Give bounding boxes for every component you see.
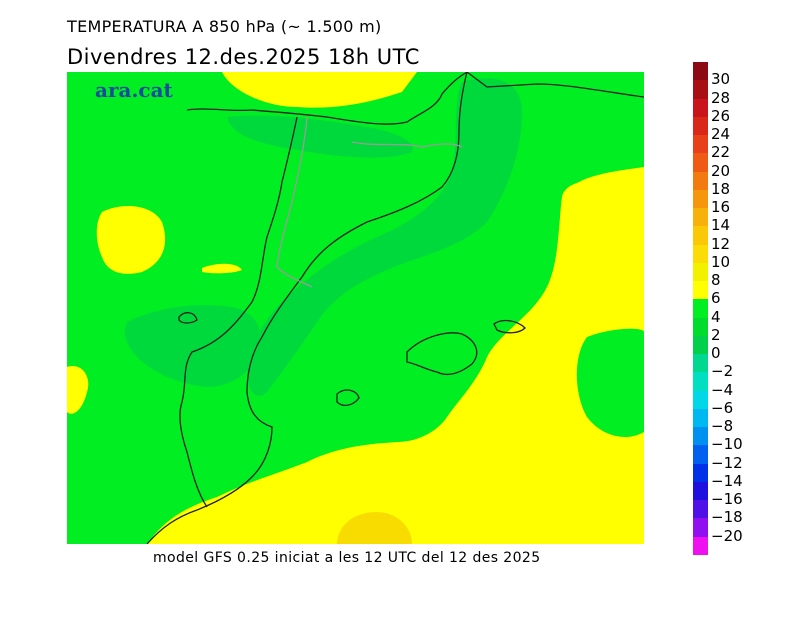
colorbar-tick-label: 4 <box>711 307 721 326</box>
colorbar-segment <box>693 62 708 81</box>
country-border-west <box>179 116 298 508</box>
colorbar-segment <box>693 372 708 392</box>
island-menorca <box>493 319 526 334</box>
colorbar-tick-label: 2 <box>711 325 721 344</box>
colorbar <box>693 62 708 556</box>
field-green-ridge-west <box>124 305 261 387</box>
colorbar-segment <box>693 208 708 227</box>
field-green-ridge <box>247 78 522 396</box>
island-mallorca <box>406 332 478 375</box>
colorbar-segment <box>693 281 708 300</box>
field-green-east-blob <box>576 328 644 437</box>
colorbar-segment <box>693 335 708 355</box>
colorbar-tick-label: 12 <box>711 234 731 253</box>
region-border <box>276 116 313 288</box>
colorbar-segment <box>693 153 708 173</box>
coastline-ne <box>466 72 644 98</box>
colorbar-segment <box>693 226 708 246</box>
colorbar-tick-label: 22 <box>711 143 731 162</box>
colorbar-tick-label: 20 <box>711 161 731 180</box>
colorbar-tick-label: −6 <box>711 398 734 417</box>
field-yellow-blob-sw <box>67 366 89 414</box>
colorbar-segment <box>693 500 708 519</box>
colorbar-segment <box>693 299 708 319</box>
field-warm-spot <box>337 512 412 544</box>
field-yellow-east <box>397 167 644 544</box>
field-yellow-blob-top <box>222 72 397 106</box>
colorbar-tick-label: −16 <box>711 490 743 509</box>
map-subtitle: Divendres 12.des.2025 18h UTC <box>67 45 420 69</box>
coastline <box>186 72 468 125</box>
colorbar-segment <box>693 189 708 209</box>
model-caption: model GFS 0.25 iniciat a les 12 UTC del … <box>153 550 541 566</box>
colorbar-tick-label: 10 <box>711 252 731 271</box>
colorbar-segment <box>693 481 708 501</box>
colorbar-tick-label: 24 <box>711 125 731 144</box>
colorbar-tick-label: 26 <box>711 106 731 125</box>
colorbar-tick-label: −14 <box>711 471 743 490</box>
colorbar-segment <box>693 98 708 118</box>
colorbar-segment <box>693 354 708 373</box>
colorbar-tick-label: 18 <box>711 179 731 198</box>
colorbar-tick-label: 14 <box>711 216 731 235</box>
colorbar-segment <box>693 116 708 136</box>
colorbar-tick-label: −2 <box>711 362 734 381</box>
temperature-map <box>67 72 644 544</box>
colorbar-segment <box>693 518 708 538</box>
colorbar-segment <box>693 427 708 446</box>
colorbar-tick-label: −12 <box>711 453 743 472</box>
island-ibiza <box>336 389 360 406</box>
colorbar-segment <box>693 80 708 99</box>
colorbar-tick-label: −4 <box>711 380 734 399</box>
colorbar-tick-label: −10 <box>711 435 743 454</box>
region-border-north <box>351 141 463 148</box>
map-title: TEMPERATURA A 850 hPa (~ 1.500 m) <box>67 17 382 36</box>
colorbar-segment <box>693 463 708 483</box>
colorbar-tick-label: −20 <box>711 526 743 545</box>
colorbar-segment <box>693 171 708 191</box>
colorbar-segment <box>693 390 708 410</box>
colorbar-tick-label: 8 <box>711 271 721 290</box>
colorbar-tick-label: 0 <box>711 344 721 363</box>
coastline-east <box>146 72 468 544</box>
colorbar-segment <box>693 536 708 556</box>
colorbar-segment <box>693 408 708 428</box>
colorbar-segment <box>693 445 708 465</box>
colorbar-segment <box>693 244 708 264</box>
colorbar-segment <box>693 135 708 154</box>
colorbar-tick-label: 30 <box>711 70 731 89</box>
field-yellow-blob-small <box>202 263 242 274</box>
colorbar-tick-label: 16 <box>711 198 731 217</box>
island-mallorca-small <box>178 312 198 324</box>
colorbar-segment <box>693 262 708 282</box>
colorbar-segment <box>693 317 708 337</box>
field-yellow-blob-west <box>96 206 166 274</box>
colorbar-tick-label: 28 <box>711 88 731 107</box>
colorbar-tick-label: −18 <box>711 508 743 527</box>
colorbar-tick-label: −8 <box>711 417 734 436</box>
brand-logo: ara.cat <box>95 78 173 102</box>
colorbar-tick-label: 6 <box>711 289 721 308</box>
field-green-north <box>227 115 413 158</box>
